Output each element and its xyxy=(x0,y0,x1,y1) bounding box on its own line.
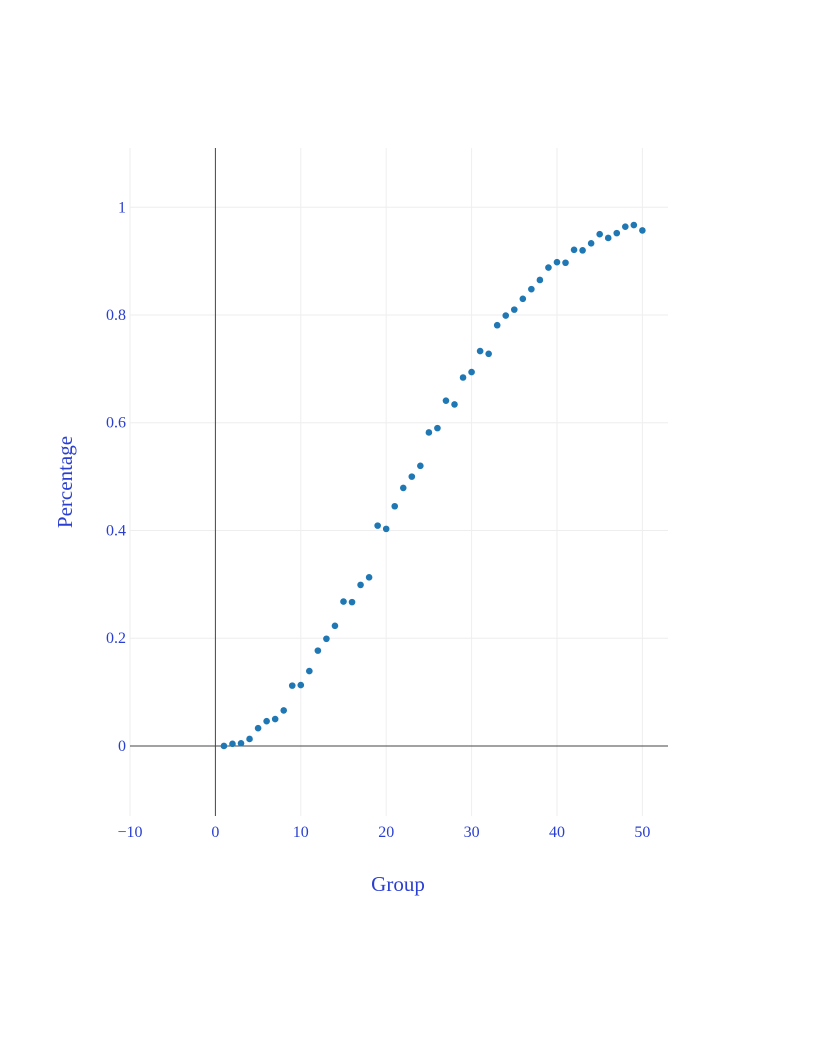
data-point xyxy=(545,264,552,271)
data-point xyxy=(519,295,527,303)
zero-lines xyxy=(130,148,668,816)
x-tick-label: 50 xyxy=(634,824,650,841)
data-point xyxy=(340,598,347,605)
data-point xyxy=(553,258,561,266)
data-point xyxy=(288,682,296,689)
data-point xyxy=(229,740,236,748)
data-point xyxy=(237,739,245,747)
data-point xyxy=(630,221,638,229)
x-tick-label: 30 xyxy=(464,824,480,841)
x-tick-label: 0 xyxy=(211,824,219,841)
y-tick-label: 0 xyxy=(118,738,126,755)
data-point xyxy=(476,347,484,355)
x-axis-title: Group xyxy=(371,872,425,896)
data-point xyxy=(468,368,475,376)
data-point xyxy=(399,484,407,492)
data-point xyxy=(306,667,313,675)
data-point xyxy=(263,717,270,725)
grid-lines xyxy=(129,148,668,816)
data-point xyxy=(254,724,262,732)
data-point xyxy=(220,742,228,750)
data-point xyxy=(408,473,416,480)
data-points xyxy=(220,221,646,750)
data-point xyxy=(374,522,381,529)
data-point xyxy=(459,374,467,381)
data-point xyxy=(604,234,612,242)
data-point xyxy=(502,312,510,319)
x-tick-label: −10 xyxy=(117,824,142,841)
data-point xyxy=(271,715,279,723)
data-point xyxy=(246,735,253,743)
x-tick-label: 40 xyxy=(549,824,565,841)
y-tick-label: 0.6 xyxy=(106,415,126,432)
y-tick-label: 1 xyxy=(118,199,126,216)
data-point xyxy=(587,240,595,247)
y-tick-label: 0.8 xyxy=(106,307,126,324)
data-point xyxy=(510,306,518,313)
data-point xyxy=(314,647,322,654)
data-point xyxy=(280,707,288,714)
data-point xyxy=(485,350,492,358)
data-point xyxy=(528,285,535,293)
data-point xyxy=(442,397,450,404)
data-point xyxy=(434,424,441,432)
data-point xyxy=(323,635,330,643)
data-point xyxy=(579,247,586,254)
data-point xyxy=(365,574,373,581)
data-point xyxy=(613,229,621,237)
y-tick-label: 0.4 xyxy=(106,522,126,539)
data-point xyxy=(493,321,501,329)
x-tick-label: 20 xyxy=(378,824,394,841)
data-point xyxy=(451,401,458,408)
data-point xyxy=(382,525,390,533)
y-axis-title: Percentage xyxy=(53,436,77,528)
x-axis-ticks: −10 0 10 20 30 40 50 xyxy=(117,824,650,841)
x-tick-label: 10 xyxy=(293,824,309,841)
data-point xyxy=(425,429,433,436)
data-point xyxy=(622,223,629,230)
data-point xyxy=(391,502,399,510)
data-point xyxy=(331,622,339,630)
data-point xyxy=(297,681,305,689)
y-axis-ticks: 0 0.2 0.4 0.6 0.8 1 xyxy=(106,199,126,755)
y-tick-label: 0.2 xyxy=(106,630,126,647)
data-point xyxy=(562,259,569,267)
data-point xyxy=(357,581,364,589)
data-point xyxy=(348,598,356,606)
data-point xyxy=(639,227,646,234)
data-point xyxy=(536,276,544,284)
data-point xyxy=(417,462,424,470)
data-point xyxy=(596,230,603,238)
data-point xyxy=(570,246,578,254)
